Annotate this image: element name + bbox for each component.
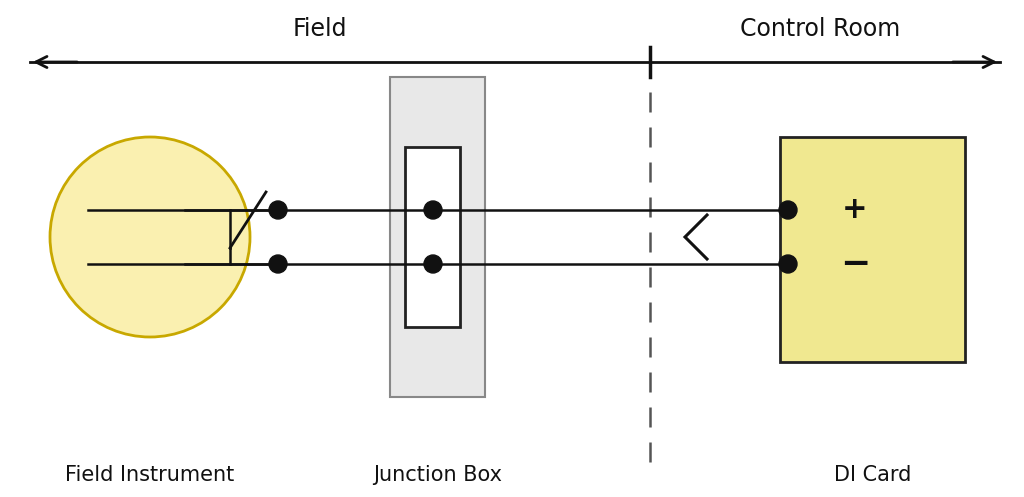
Circle shape	[779, 255, 797, 273]
Circle shape	[50, 137, 250, 337]
Text: Field Instrument: Field Instrument	[66, 465, 234, 485]
Bar	[406, 147, 460, 327]
Circle shape	[269, 201, 287, 219]
Text: −: −	[840, 247, 870, 281]
Text: Control Room: Control Room	[740, 17, 900, 41]
Circle shape	[779, 201, 797, 219]
Text: Field: Field	[293, 17, 347, 41]
Bar	[390, 77, 485, 397]
Circle shape	[269, 255, 287, 273]
Circle shape	[424, 255, 442, 273]
Text: Junction Box: Junction Box	[373, 465, 502, 485]
Text: +: +	[842, 195, 867, 225]
Circle shape	[424, 201, 442, 219]
Bar	[780, 137, 965, 362]
Text: DI Card: DI Card	[834, 465, 911, 485]
